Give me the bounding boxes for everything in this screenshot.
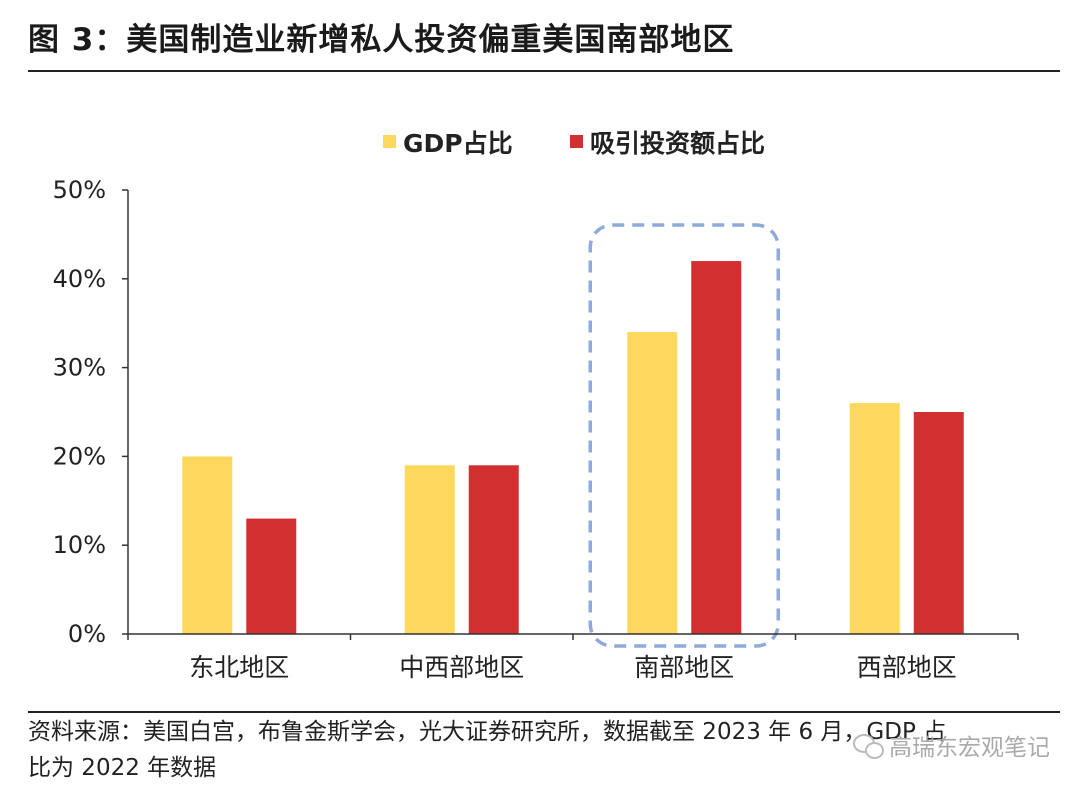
source-note: 资料来源：美国白宫，布鲁金斯学会，光大证券研究所，数据截至 2023 年 6 月… <box>28 714 1058 786</box>
wechat-icon <box>853 732 884 759</box>
x-axis: 东北地区 中西部地区 南部地区 西部地区 <box>127 633 1019 682</box>
watermark: 高瑞东宏观笔记 <box>853 728 1050 762</box>
source-rule <box>28 711 1060 713</box>
legend-swatch <box>570 135 583 148</box>
title-rule <box>28 70 1060 72</box>
x-tick-label: 东北地区 <box>189 653 289 682</box>
legend-label: 吸引投资额占比 <box>590 129 765 158</box>
y-tick-label: 10% <box>53 531 106 559</box>
bar-investment <box>691 261 742 634</box>
legend-label: GDP占比 <box>403 129 513 158</box>
source-line-2: 比为 2022 年数据 <box>28 755 217 781</box>
bar-chart: GDP占比 吸引投资额占比 0% 10% 20% 30% 40% 50% 东北地区 中西部地区… <box>53 129 1019 682</box>
highlight-box <box>588 223 780 648</box>
source-line-1: 资料来源：美国白宫，布鲁金斯学会，光大证券研究所，数据截至 2023 年 6 月… <box>28 719 947 745</box>
y-axis: 0% 10% 20% 30% 40% 50% <box>53 176 129 648</box>
bar-investment <box>468 465 519 634</box>
chart-title: 图 3：美国制造业新增私人投资偏重美国南部地区 <box>28 22 735 58</box>
y-tick-label: 40% <box>53 265 106 293</box>
bar-investment <box>913 412 964 634</box>
legend-swatch <box>383 135 396 148</box>
y-tick-label: 50% <box>53 176 106 204</box>
x-tick-label: 南部地区 <box>634 653 734 682</box>
y-tick-label: 20% <box>53 442 106 470</box>
bars <box>182 261 964 634</box>
y-tick-label: 30% <box>53 354 106 382</box>
highlight-dashed-box <box>588 223 780 648</box>
bar-gdp <box>849 403 900 634</box>
bar-gdp <box>182 456 233 634</box>
x-tick-label: 西部地区 <box>857 653 957 682</box>
x-tick-label: 中西部地区 <box>399 653 524 682</box>
watermark-text: 高瑞东宏观笔记 <box>889 735 1050 761</box>
bar-gdp <box>404 465 455 634</box>
bar-investment <box>246 518 297 634</box>
bar-gdp <box>627 332 678 634</box>
legend: GDP占比 吸引投资额占比 <box>383 129 765 158</box>
y-tick-label: 0% <box>68 620 106 648</box>
